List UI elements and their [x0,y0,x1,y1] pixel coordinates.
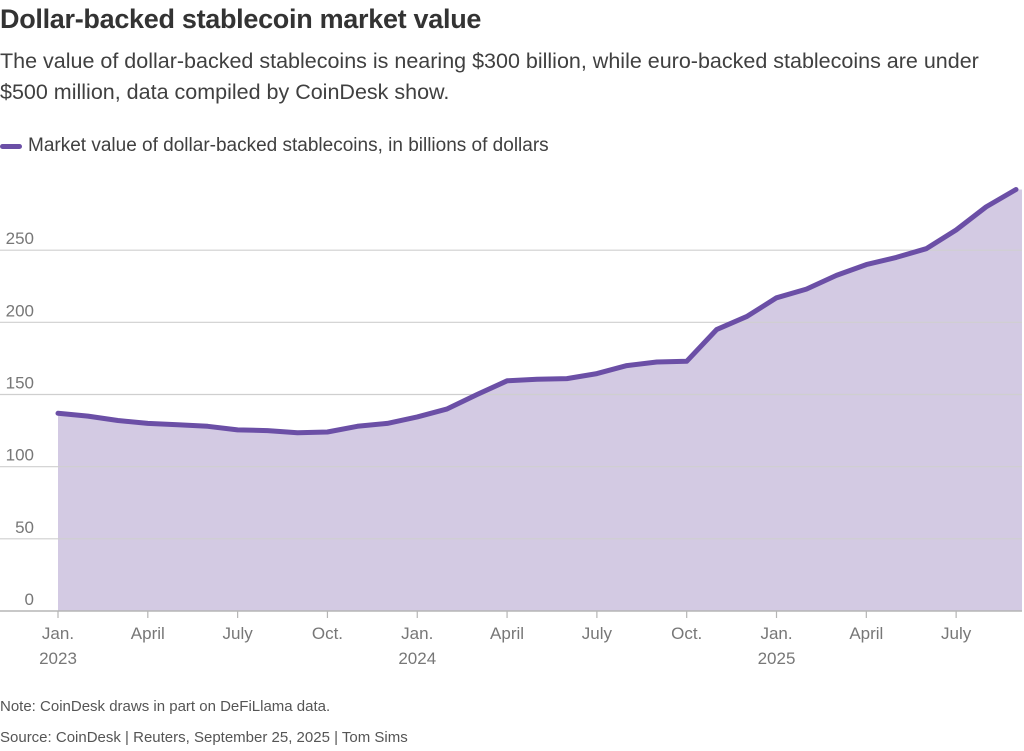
chart-title: Dollar-backed stablecoin market value [0,4,482,34]
x-tick-label-8: Jan. [760,624,792,643]
legend-label: Market value of dollar-backed stablecoin… [28,135,549,156]
legend: Market value of dollar-backed stablecoin… [0,134,549,158]
y-tick-label-100: 100 [6,446,34,465]
y-tick-label-0: 0 [25,590,34,609]
x-tick-label-4: Jan. [401,624,433,643]
y-tick-label-250: 250 [6,229,34,248]
chart-source: Source: CoinDesk | Reuters, September 25… [0,729,408,746]
x-tick-year-0: 2023 [39,649,77,668]
y-tick-label-200: 200 [6,301,34,320]
x-tick-label-9: April [849,624,883,643]
series-line [55,187,1019,436]
legend-swatch [0,143,22,149]
y-tick-label-150: 150 [6,374,34,393]
x-tick-label-6: July [582,624,613,643]
x-tick-label-7: Oct. [671,624,702,643]
x-tick-label-5: April [490,624,524,643]
x-tick-year-4: 2024 [398,649,436,668]
x-tick-label-0: Jan. [42,624,74,643]
y-tick-label-50: 50 [15,518,34,537]
x-tick-label-10: July [941,624,972,643]
x-tick-label-2: July [223,624,254,643]
chart-note: Note: CoinDesk draws in part on DeFiLlam… [0,698,331,715]
area-fill [58,189,1022,611]
area-chart: 0 50 100 150 200 250 Jan. 2023 April July Oct. Jan.… [0,187,1022,668]
x-tick-year-8: 2025 [758,649,796,668]
x-tick-label-1: April [131,624,165,643]
x-tick-label-3: Oct. [312,624,343,643]
chart-subtitle: The value of dollar-backed stablecoins i… [0,49,979,104]
